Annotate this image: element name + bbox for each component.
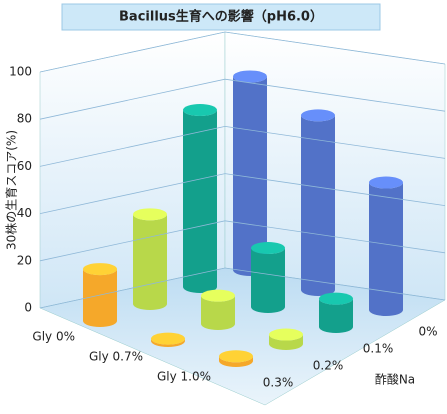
bar-top — [233, 70, 267, 83]
bar — [301, 115, 335, 296]
bar — [183, 110, 217, 293]
x-tick-label: Gly 1.0% — [157, 370, 211, 384]
y-tick-label: 20 — [17, 253, 32, 267]
bar-top — [301, 109, 335, 122]
y-tick-label: 60 — [17, 159, 32, 173]
bar — [133, 214, 167, 310]
y-tick-label: 40 — [17, 206, 32, 220]
x-tick-label: Gly 0.7% — [89, 350, 143, 364]
bar-top — [183, 104, 217, 116]
depth-axis-label: 酢酸Na — [375, 372, 415, 387]
depth-tick-label: 0.3% — [263, 376, 294, 390]
bar-top — [219, 350, 253, 363]
grid-line — [39, 78, 446, 120]
chart-title: Bacillus生育への影響（pH6.0） — [119, 9, 323, 25]
depth-tick-label: 0.1% — [363, 342, 394, 356]
bar-top — [269, 328, 303, 341]
bar — [219, 356, 253, 367]
bar — [201, 295, 235, 330]
title-box — [61, 3, 381, 31]
bar — [319, 298, 353, 333]
bar — [233, 76, 267, 276]
bar — [151, 338, 185, 347]
y-tick-label: 80 — [17, 112, 32, 126]
grid-line — [39, 267, 446, 309]
y-tick-label: 100 — [9, 65, 32, 79]
grid-line — [39, 125, 446, 167]
bar — [83, 269, 117, 327]
bar-top — [151, 332, 185, 345]
grid-line — [39, 31, 446, 73]
depth-tick-label: 0.2% — [313, 359, 344, 373]
y-axis-label: 30株の生育スコア(%) — [4, 130, 19, 250]
bar — [251, 248, 285, 313]
x-tick-label: Gly 0% — [32, 330, 75, 344]
depth-tick-label: 0% — [418, 325, 437, 339]
bar-top — [201, 289, 235, 302]
bar-top — [133, 208, 167, 221]
bar — [269, 334, 303, 350]
bar-top — [251, 242, 285, 254]
grid-line — [39, 220, 446, 262]
bar — [369, 182, 403, 316]
y-tick-label: 0 — [24, 301, 32, 315]
grid-line — [39, 173, 446, 214]
bar-top — [369, 176, 403, 189]
bar-top — [83, 263, 117, 276]
bar-top — [319, 292, 353, 305]
